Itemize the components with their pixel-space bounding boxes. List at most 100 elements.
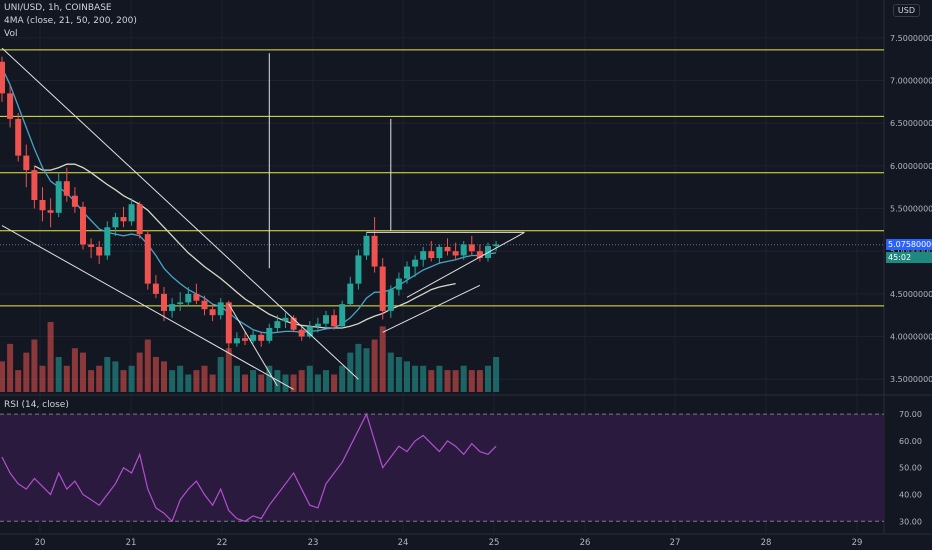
- volume-bar: [185, 374, 192, 392]
- candle-body: [31, 170, 38, 200]
- candle-body: [444, 246, 451, 252]
- candle-body: [250, 334, 257, 341]
- time-tick-label: 21: [126, 538, 137, 548]
- volume-bar: [217, 357, 224, 392]
- volume-bar: [120, 370, 127, 392]
- volume-bar: [39, 365, 46, 392]
- volume-bar: [314, 374, 321, 392]
- volume-bar: [0, 361, 5, 392]
- candle-body: [120, 217, 127, 222]
- candle-body: [306, 326, 313, 337]
- price-tick-label: 7.00000000: [890, 77, 932, 86]
- price-tick-label: 6.00000000: [890, 162, 932, 171]
- rsi-tick-label: 40.00: [899, 490, 922, 499]
- price-axis[interactable]: 3.50000000 4.00000000 4.50000000 5.00000000…: [890, 34, 932, 384]
- rsi-line: [0, 412, 884, 523]
- candle-body: [201, 300, 208, 310]
- candlesticks: [0, 56, 500, 352]
- price-tick-label: 4.50000000: [890, 290, 932, 299]
- candle-body: [314, 323, 321, 327]
- candle-body: [266, 328, 273, 341]
- ma-legend: 4MA (close, 21, 50, 200, 200): [4, 16, 137, 26]
- volume-bar: [387, 352, 394, 392]
- volume-bar: [144, 339, 151, 392]
- candle-body: [112, 217, 119, 228]
- currency-button[interactable]: USD: [892, 4, 920, 17]
- candle-body: [209, 309, 216, 316]
- volume-bar: [290, 374, 297, 392]
- countdown-tag: 45:02: [886, 251, 932, 263]
- price-tick-label: 7.50000000: [890, 34, 932, 43]
- candle-body: [355, 255, 362, 284]
- volume-bar: [298, 370, 305, 392]
- volume-bar: [250, 370, 257, 392]
- volume-bar: [476, 370, 483, 392]
- volume-bar: [258, 374, 265, 392]
- candle-body: [347, 283, 354, 305]
- time-tick-label: 24: [398, 538, 409, 548]
- candle-body: [395, 278, 402, 290]
- rsi-axis[interactable]: 30.00 40.00 50.00 60.00 70.00: [899, 410, 922, 526]
- volume-bar: [395, 357, 402, 392]
- volume-bar: [71, 348, 78, 392]
- volume-bar: [485, 365, 491, 392]
- candle-body: [128, 204, 135, 222]
- candle-body: [242, 338, 248, 341]
- rsi-tick-label: 70.00: [899, 410, 922, 419]
- time-tick-label: 22: [217, 538, 228, 548]
- volume-bar: [88, 370, 95, 392]
- candle-body: [404, 266, 410, 279]
- time-axis[interactable]: 20 21 22 23 24 25 26 27 28 29: [35, 538, 863, 548]
- volume-bar: [436, 365, 443, 392]
- volume-bar: [47, 322, 54, 392]
- candle-body: [298, 329, 305, 337]
- price-tick-label: 3.50000000: [890, 375, 932, 384]
- candle-body: [363, 235, 370, 256]
- volume-bar: [23, 352, 30, 392]
- volume-bar: [136, 352, 143, 392]
- candle-body: [39, 200, 46, 211]
- volume-bar: [55, 357, 62, 392]
- time-tick-label: 25: [489, 538, 500, 548]
- candle-body: [55, 181, 62, 213]
- volume-bar: [266, 365, 273, 392]
- volume-bar: [96, 365, 103, 392]
- candle-body: [161, 293, 167, 311]
- candle-body: [290, 317, 297, 330]
- candle-body: [225, 302, 232, 344]
- volume-bar: [371, 339, 378, 392]
- candle-body: [104, 227, 111, 256]
- volume-bar: [468, 370, 475, 392]
- rsi-band: [0, 414, 884, 522]
- candle-body: [371, 235, 378, 267]
- volume-bar: [112, 361, 119, 392]
- rsi-tick-label: 50.00: [899, 464, 922, 473]
- volume-bar: [161, 361, 167, 392]
- trendline: [406, 231, 525, 298]
- volume-bar: [169, 370, 176, 392]
- volume-bar: [201, 365, 208, 392]
- candle-body: [436, 246, 443, 259]
- candle-body: [47, 210, 54, 213]
- candle-body: [144, 234, 151, 284]
- candle-body: [88, 244, 95, 247]
- candle-body: [331, 315, 338, 327]
- candle-body: [379, 266, 386, 311]
- time-tick-label: 20: [35, 538, 46, 548]
- candle-body: [0, 61, 5, 94]
- price-tick-label: 6.50000000: [890, 119, 932, 128]
- symbol-legend: UNI/USD, 1h, COINBASE: [4, 3, 112, 13]
- volume-bar: [420, 365, 427, 392]
- volume-bars: [0, 322, 500, 392]
- candle-body: [476, 251, 483, 259]
- candle-body: [177, 302, 184, 305]
- volume-bar: [452, 370, 459, 392]
- candle-body: [63, 181, 70, 196]
- volume-bar: [7, 343, 14, 392]
- volume-bar: [323, 370, 329, 392]
- candle-body: [468, 244, 475, 252]
- volume-bar: [209, 374, 216, 392]
- trendline: [1, 47, 359, 380]
- horizontal-levels: [0, 49, 884, 307]
